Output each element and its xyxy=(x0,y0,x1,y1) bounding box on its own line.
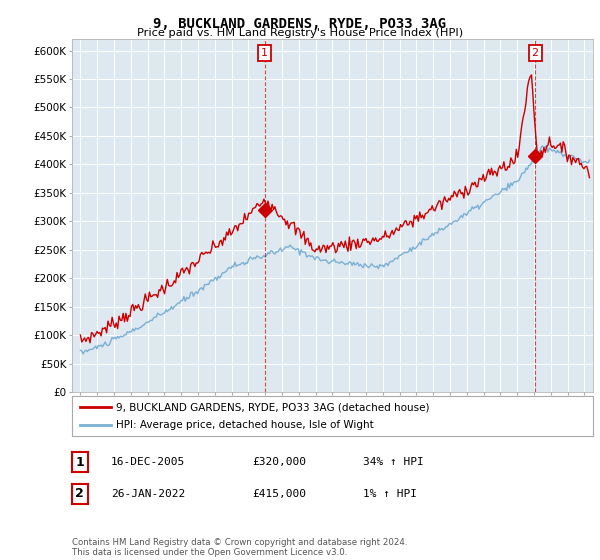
Text: 1% ↑ HPI: 1% ↑ HPI xyxy=(363,489,417,499)
Text: 2: 2 xyxy=(76,487,84,501)
Text: Price paid vs. HM Land Registry's House Price Index (HPI): Price paid vs. HM Land Registry's House … xyxy=(137,28,463,38)
Text: £320,000: £320,000 xyxy=(252,457,306,467)
Text: 1: 1 xyxy=(76,455,84,469)
Text: 9, BUCKLAND GARDENS, RYDE, PO33 3AG: 9, BUCKLAND GARDENS, RYDE, PO33 3AG xyxy=(154,17,446,31)
Text: Contains HM Land Registry data © Crown copyright and database right 2024.
This d: Contains HM Land Registry data © Crown c… xyxy=(72,538,407,557)
Text: 2: 2 xyxy=(532,48,539,58)
Text: 1: 1 xyxy=(261,48,268,58)
Text: 26-JAN-2022: 26-JAN-2022 xyxy=(111,489,185,499)
Text: 9, BUCKLAND GARDENS, RYDE, PO33 3AG (detached house): 9, BUCKLAND GARDENS, RYDE, PO33 3AG (det… xyxy=(116,403,430,413)
Text: 16-DEC-2005: 16-DEC-2005 xyxy=(111,457,185,467)
Text: HPI: Average price, detached house, Isle of Wight: HPI: Average price, detached house, Isle… xyxy=(116,419,374,430)
Text: £415,000: £415,000 xyxy=(252,489,306,499)
Text: 34% ↑ HPI: 34% ↑ HPI xyxy=(363,457,424,467)
